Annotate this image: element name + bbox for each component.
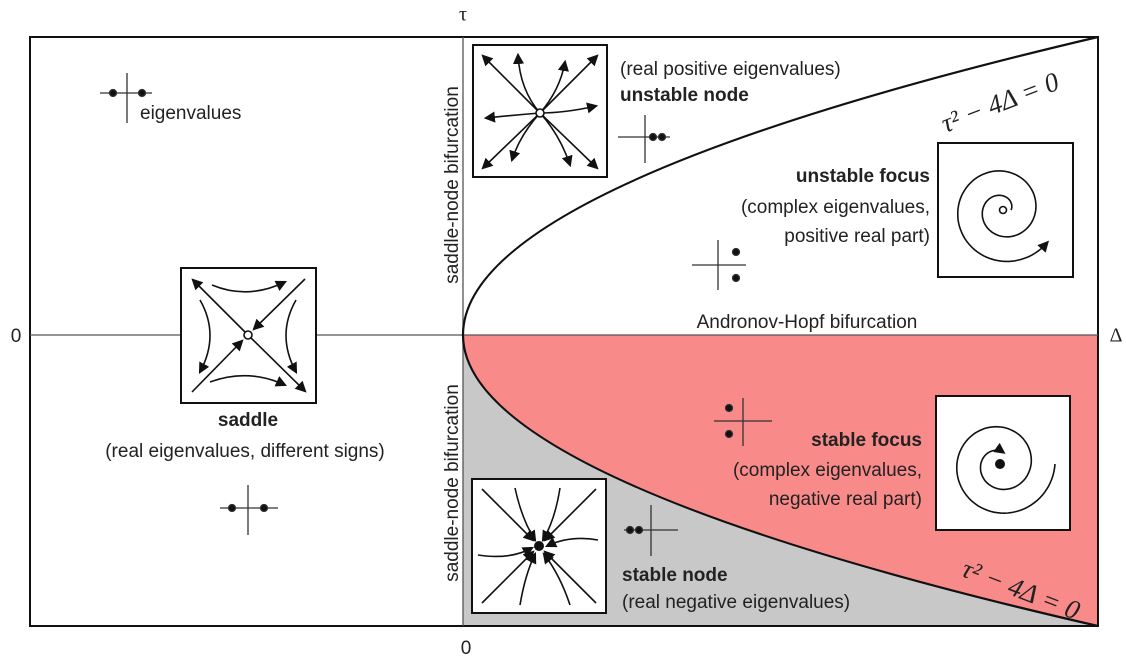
region-title: stable node xyxy=(622,565,728,586)
region-note: (complex eigenvalues, xyxy=(741,197,930,218)
eigenvalues-legend: eigenvalues xyxy=(140,103,241,124)
unstable-node-portrait xyxy=(473,45,607,177)
eigen-crosses xyxy=(726,431,733,438)
region-note: (real negative eigenvalues) xyxy=(622,592,850,613)
region-note: (real eigenvalues, different signs) xyxy=(105,441,385,462)
eigen-crosses xyxy=(261,505,268,512)
origin-label: 0 xyxy=(461,638,472,659)
eigen-crosses xyxy=(627,527,634,534)
region-title: saddle xyxy=(218,410,278,431)
unstable-focus-portrait xyxy=(938,143,1073,277)
curve-label: τ² − 4Δ = 0 xyxy=(937,66,1064,138)
eigen-crosses xyxy=(659,134,666,141)
region-note: (real positive eigenvalues) xyxy=(620,59,841,80)
eigen-crosses xyxy=(733,249,740,256)
region-note: (complex eigenvalues, xyxy=(733,460,922,481)
unstable-focus-portrait xyxy=(1000,207,1007,214)
eigen-crosses xyxy=(650,134,657,141)
region-note: positive real part) xyxy=(784,226,930,247)
tau-label: τ xyxy=(459,4,467,26)
bifurcation-label: saddle-node bifurcation xyxy=(442,384,463,582)
region-note: negative real part) xyxy=(769,489,922,510)
unstable-node-portrait xyxy=(536,109,544,117)
eigen-crosses xyxy=(110,90,117,97)
eigen-crosses xyxy=(733,275,740,282)
delta-label: Δ xyxy=(1110,325,1123,347)
stable-focus-portrait xyxy=(995,459,1005,469)
region-title: unstable node xyxy=(620,85,749,106)
stable-node-portrait xyxy=(534,541,544,551)
stable-focus-portrait xyxy=(936,396,1070,530)
stability-diagram: τ Δ 0 0 xyxy=(0,0,1126,661)
origin-label: 0 xyxy=(11,326,22,347)
saddle-portrait xyxy=(181,268,316,403)
region-title: stable focus xyxy=(811,430,922,451)
region-title: unstable focus xyxy=(796,166,930,187)
eigen-crosses xyxy=(636,527,643,534)
bifurcation-label: saddle-node bifurcation xyxy=(442,86,463,284)
stable-node-portrait xyxy=(472,479,606,613)
eigen-crosses xyxy=(139,90,146,97)
bifurcation-label: Andronov-Hopf bifurcation xyxy=(697,312,918,333)
eigen-crosses xyxy=(229,505,236,512)
eigen-crosses xyxy=(726,405,733,412)
saddle-portrait xyxy=(244,331,252,339)
